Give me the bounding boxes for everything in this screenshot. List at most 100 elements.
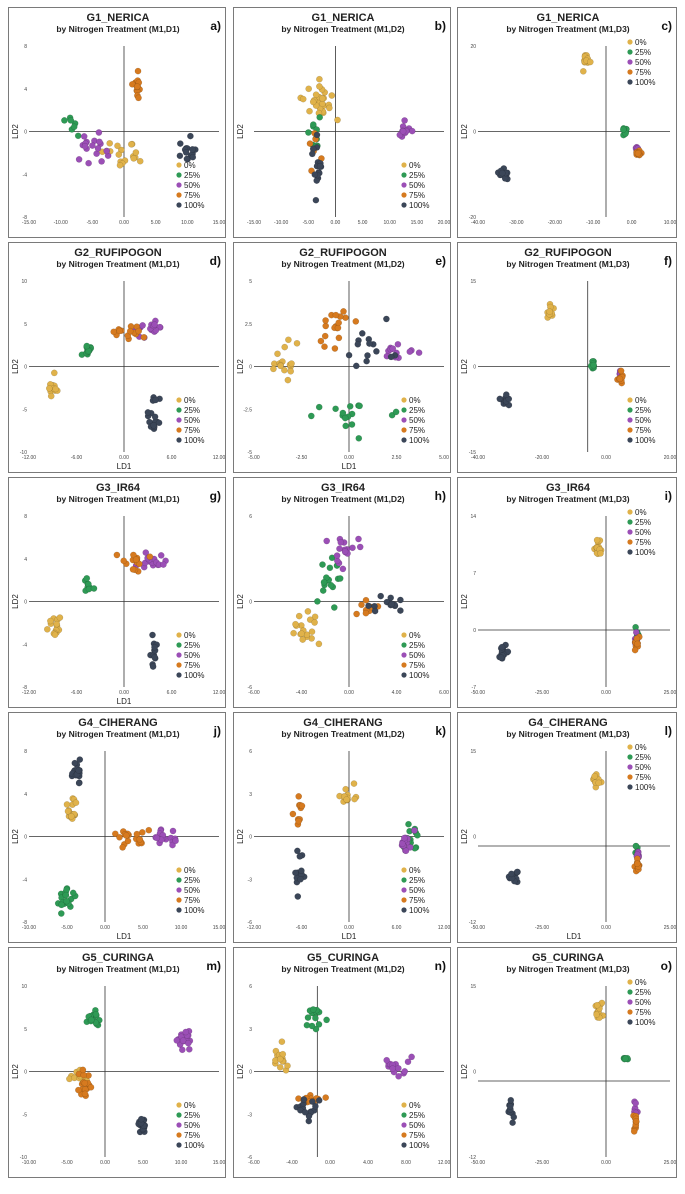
data-point xyxy=(617,367,625,375)
data-point xyxy=(79,1066,87,1074)
legend: 0%25%50%75%100% xyxy=(401,631,429,680)
y-tick-label: 6 xyxy=(249,514,252,520)
legend-marker xyxy=(627,509,633,515)
y-tick-label: -20 xyxy=(469,215,476,221)
data-point xyxy=(333,552,341,559)
legend-marker xyxy=(401,202,407,208)
data-point xyxy=(74,132,82,140)
y-axis-label: LD2 xyxy=(460,1064,469,1079)
series-100pct xyxy=(144,394,163,433)
x-tick-label: -2.50 xyxy=(296,455,308,461)
data-point xyxy=(342,314,349,321)
data-point xyxy=(289,810,297,818)
x-tick-label: 0.00 xyxy=(331,220,341,226)
legend-label: 50% xyxy=(184,651,200,660)
chart-title: G2_RUFIPOGON xyxy=(74,247,161,259)
data-point xyxy=(498,643,506,651)
legend-label: 50% xyxy=(409,651,425,660)
data-point xyxy=(341,414,349,422)
y-axis-label: LD2 xyxy=(460,124,469,139)
legend-marker xyxy=(401,162,407,168)
y-tick-label: -4 xyxy=(23,642,28,648)
legend: 0%25%50%75%100% xyxy=(401,161,429,210)
x-tick-label: -10.00 xyxy=(22,1160,36,1166)
data-point xyxy=(586,58,594,66)
legend-marker xyxy=(627,539,633,545)
data-point xyxy=(363,357,370,365)
data-point xyxy=(316,162,324,170)
data-point xyxy=(301,1108,309,1116)
x-tick-label: 2.50 xyxy=(392,455,402,461)
data-point xyxy=(593,1011,600,1018)
data-point xyxy=(299,95,307,103)
legend-marker xyxy=(401,632,407,638)
data-point xyxy=(350,780,358,787)
data-point xyxy=(96,138,103,146)
series-75pct xyxy=(631,633,643,654)
legend-label: 0% xyxy=(409,161,421,170)
data-point xyxy=(63,801,71,808)
data-point xyxy=(322,317,329,324)
legend-label: 25% xyxy=(635,753,651,762)
x-tick-label: 0.00 xyxy=(344,690,354,696)
data-point xyxy=(51,369,58,377)
y-tick-label: 3 xyxy=(249,1027,252,1033)
data-point xyxy=(513,868,521,876)
legend-label: 75% xyxy=(409,1131,425,1140)
data-point xyxy=(634,640,641,648)
x-tick-label: -25.00 xyxy=(535,690,549,696)
data-point xyxy=(284,376,292,384)
legend-label: 75% xyxy=(184,896,200,905)
x-tick-label: 8.00 xyxy=(401,1160,411,1166)
x-tick-label: 5.00 xyxy=(439,455,449,461)
data-point xyxy=(294,893,302,900)
x-tick-label: 12.00 xyxy=(438,1160,451,1166)
data-point xyxy=(67,117,75,124)
data-point xyxy=(319,95,326,102)
data-point xyxy=(415,349,423,356)
x-tick-label: 4.00 xyxy=(363,1160,373,1166)
data-point xyxy=(134,67,142,75)
y-tick-label: -5 xyxy=(23,407,28,413)
data-point xyxy=(187,132,194,140)
panel-label: j) xyxy=(213,724,221,738)
y-tick-label: 0 xyxy=(249,600,252,606)
data-point xyxy=(316,83,323,90)
chart-panel-a: G1_NERICA by Nitrogen Treatment (M1,D1) a)… xyxy=(8,7,226,238)
data-point xyxy=(332,405,339,413)
legend-marker xyxy=(401,1132,407,1138)
legend-label: 75% xyxy=(184,426,200,435)
panel-label: k) xyxy=(435,724,446,738)
data-point xyxy=(61,117,68,124)
legend-marker xyxy=(401,182,407,188)
legend-label: 50% xyxy=(409,181,425,190)
data-point xyxy=(397,596,404,604)
x-tick-label: -6.00 xyxy=(296,925,308,931)
data-point xyxy=(85,159,92,167)
panel-label: l) xyxy=(665,724,672,738)
chart-panel-i: G3_IR64 by Nitrogen Treatment (M1,D3) i) -5… xyxy=(457,477,677,708)
data-point xyxy=(334,116,341,124)
data-point xyxy=(295,817,302,825)
data-point xyxy=(401,1068,408,1075)
data-point xyxy=(310,121,317,128)
x-tick-label: -15.00 xyxy=(22,220,36,226)
x-tick-label: 0.00 xyxy=(100,1160,110,1166)
legend-marker xyxy=(627,407,633,413)
legend-marker xyxy=(401,192,407,198)
data-point xyxy=(387,353,395,361)
legend-marker xyxy=(401,887,407,893)
data-point xyxy=(149,631,156,639)
data-point xyxy=(92,1011,100,1018)
data-point xyxy=(145,826,153,834)
data-point xyxy=(293,340,301,347)
legend-marker xyxy=(401,1112,407,1118)
chart-subtitle: by Nitrogen Treatment (M1,D2) xyxy=(281,494,404,504)
data-point xyxy=(402,847,410,855)
